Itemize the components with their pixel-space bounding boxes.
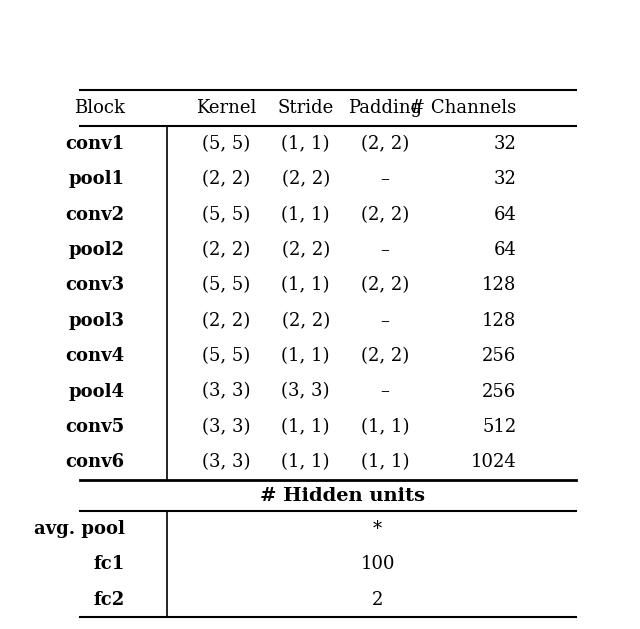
Text: (3, 3): (3, 3) xyxy=(282,382,330,401)
Text: conv3: conv3 xyxy=(65,276,125,294)
Text: (2, 2): (2, 2) xyxy=(282,312,330,330)
Text: (1, 1): (1, 1) xyxy=(282,206,330,224)
Text: conv5: conv5 xyxy=(65,418,125,436)
Text: (2, 2): (2, 2) xyxy=(202,170,250,188)
Text: fc2: fc2 xyxy=(93,591,125,609)
Text: pool1: pool1 xyxy=(68,170,125,188)
Text: conv4: conv4 xyxy=(65,347,125,365)
Text: (5, 5): (5, 5) xyxy=(202,135,250,153)
Text: Block: Block xyxy=(74,99,125,117)
Text: (2, 2): (2, 2) xyxy=(361,135,409,153)
Text: fc1: fc1 xyxy=(93,555,125,574)
Text: (5, 5): (5, 5) xyxy=(202,206,250,224)
Text: –: – xyxy=(381,382,390,401)
Text: 32: 32 xyxy=(493,170,516,188)
Text: 64: 64 xyxy=(493,241,516,259)
Text: avg. pool: avg. pool xyxy=(34,520,125,538)
Text: (1, 1): (1, 1) xyxy=(282,347,330,365)
Text: (1, 1): (1, 1) xyxy=(361,418,410,436)
Text: (3, 3): (3, 3) xyxy=(202,418,251,436)
Text: 256: 256 xyxy=(482,382,516,401)
Text: –: – xyxy=(381,241,390,259)
Text: (3, 3): (3, 3) xyxy=(202,382,251,401)
Text: Stride: Stride xyxy=(278,99,334,117)
Text: conv1: conv1 xyxy=(65,135,125,153)
Text: –: – xyxy=(381,170,390,188)
Text: (1, 1): (1, 1) xyxy=(282,454,330,471)
Text: 512: 512 xyxy=(482,418,516,436)
Text: 1024: 1024 xyxy=(471,454,516,471)
Text: (1, 1): (1, 1) xyxy=(282,135,330,153)
Text: (2, 2): (2, 2) xyxy=(282,241,330,259)
Text: 64: 64 xyxy=(493,206,516,224)
Text: 100: 100 xyxy=(360,555,395,574)
Text: (3, 3): (3, 3) xyxy=(202,454,251,471)
Text: 128: 128 xyxy=(482,276,516,294)
Text: 256: 256 xyxy=(482,347,516,365)
Text: (1, 1): (1, 1) xyxy=(361,454,410,471)
Text: (2, 2): (2, 2) xyxy=(282,170,330,188)
Text: 32: 32 xyxy=(493,135,516,153)
Text: # Channels: # Channels xyxy=(410,99,516,117)
Text: 2: 2 xyxy=(372,591,383,609)
Text: (5, 5): (5, 5) xyxy=(202,347,250,365)
Text: (2, 2): (2, 2) xyxy=(361,276,409,294)
Text: *: * xyxy=(373,520,382,538)
Text: Kernel: Kernel xyxy=(196,99,257,117)
Text: pool3: pool3 xyxy=(68,312,125,330)
Text: pool4: pool4 xyxy=(68,382,125,401)
Text: # Hidden units: # Hidden units xyxy=(260,487,426,504)
Text: (5, 5): (5, 5) xyxy=(202,276,250,294)
Text: pool2: pool2 xyxy=(68,241,125,259)
Text: (2, 2): (2, 2) xyxy=(202,241,250,259)
Text: 128: 128 xyxy=(482,312,516,330)
Text: conv6: conv6 xyxy=(65,454,125,471)
Text: (2, 2): (2, 2) xyxy=(361,206,409,224)
Text: –: – xyxy=(381,312,390,330)
Text: (1, 1): (1, 1) xyxy=(282,418,330,436)
Text: (2, 2): (2, 2) xyxy=(361,347,409,365)
Text: Padding: Padding xyxy=(348,99,422,117)
Text: conv2: conv2 xyxy=(65,206,125,224)
Text: (2, 2): (2, 2) xyxy=(202,312,250,330)
Text: (1, 1): (1, 1) xyxy=(282,276,330,294)
